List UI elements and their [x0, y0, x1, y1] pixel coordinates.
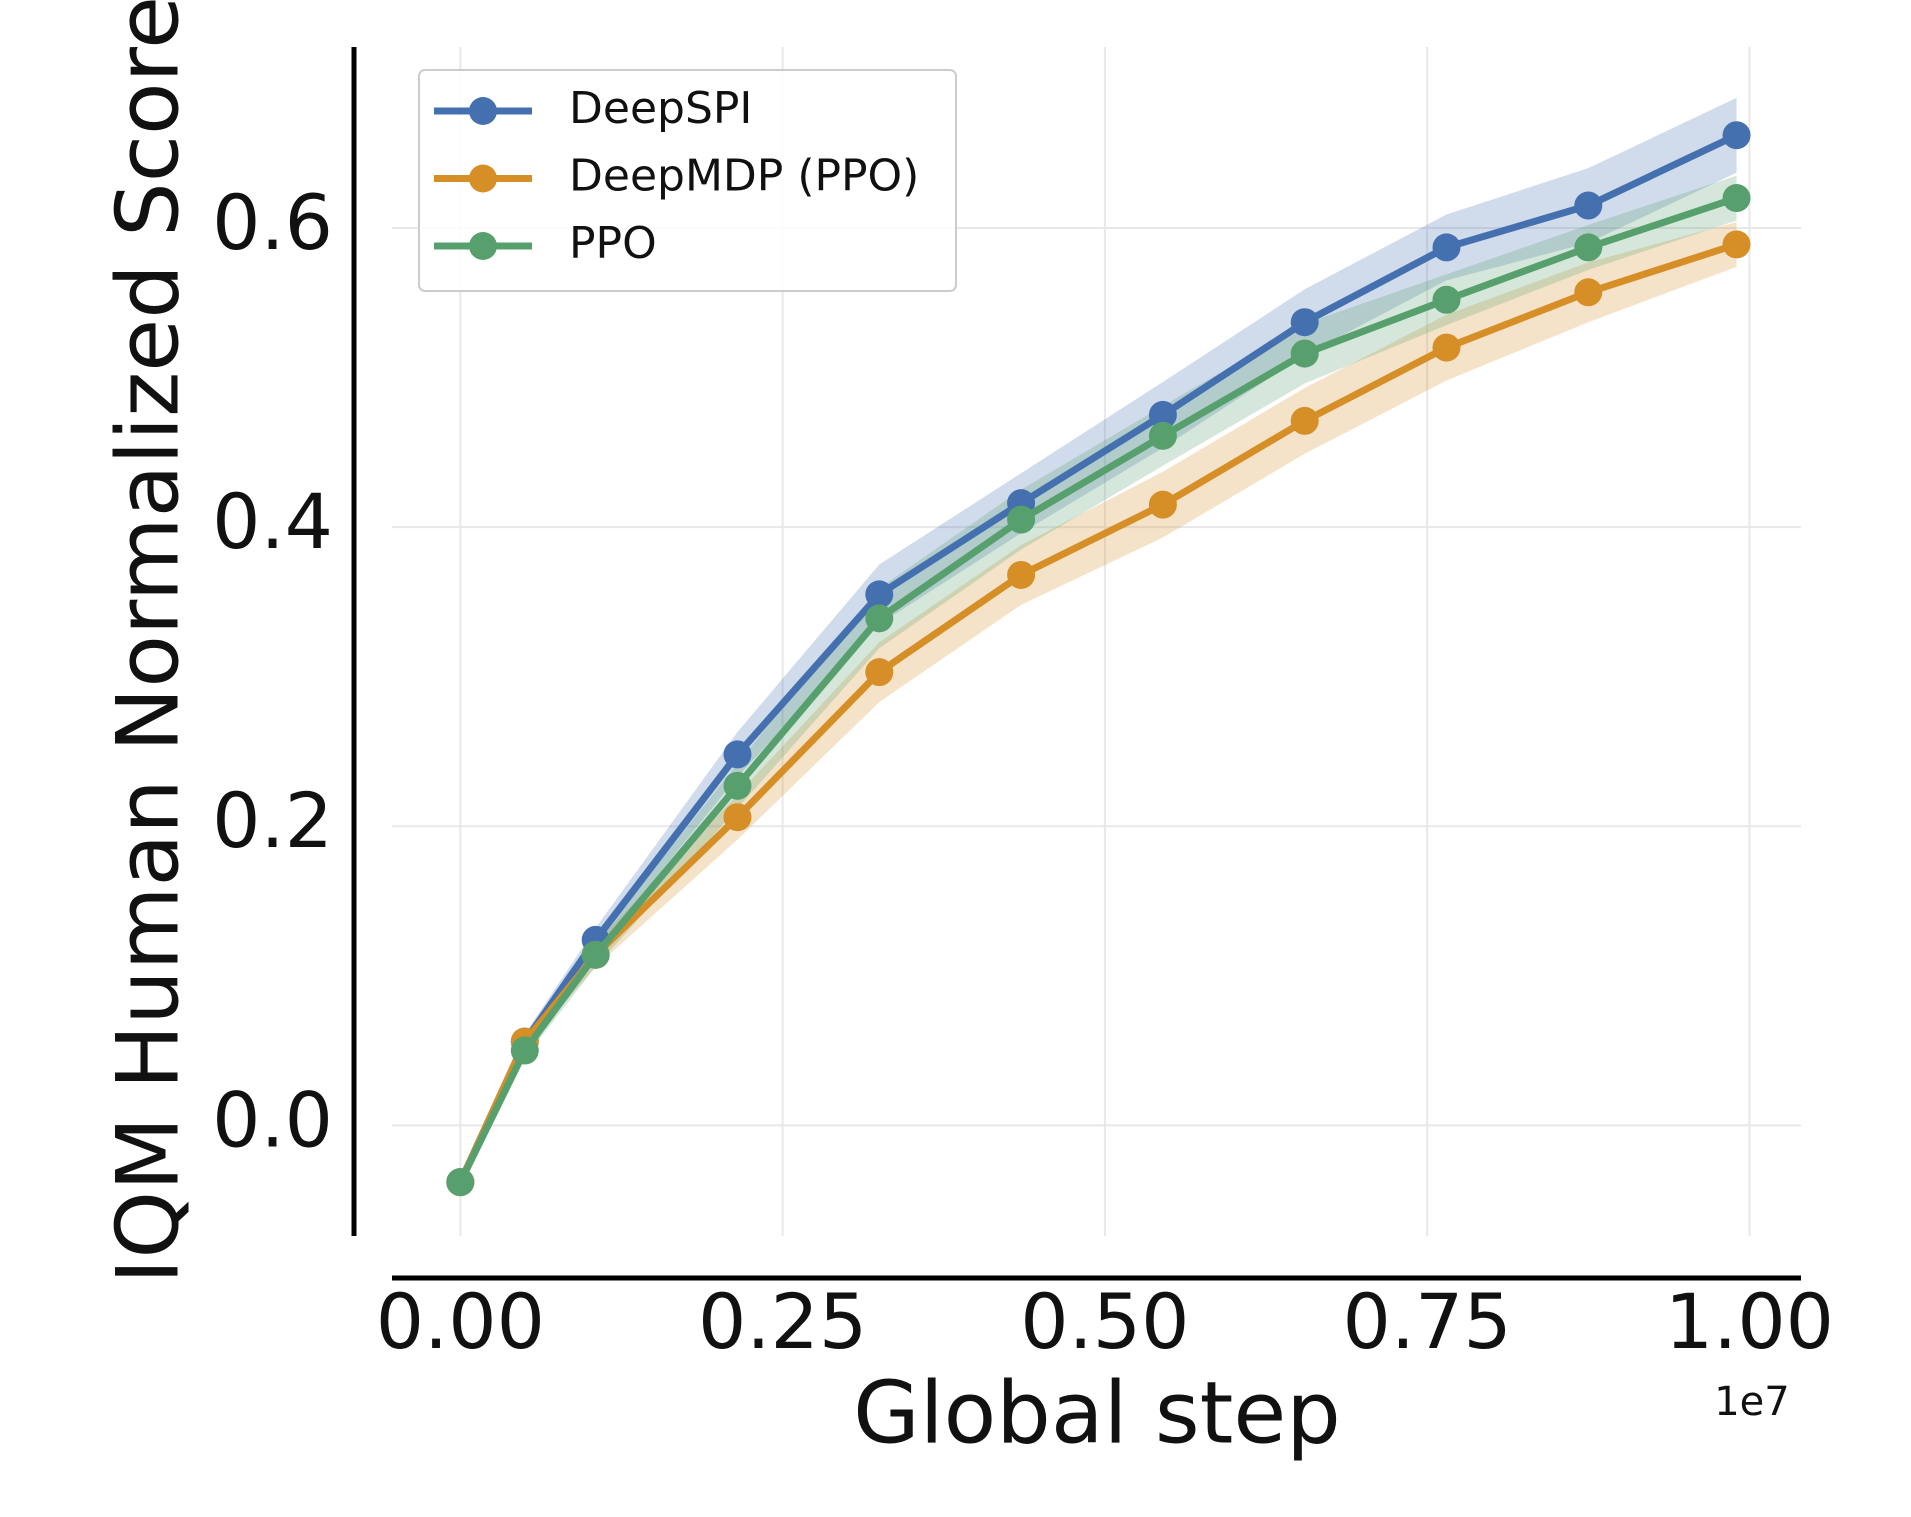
x-tick-label: 0.50	[1020, 1277, 1189, 1366]
x-axis-label: Global step	[853, 1363, 1341, 1463]
series-line	[457, 194, 1738, 1184]
data-point	[1574, 278, 1603, 307]
data-point	[1290, 308, 1319, 337]
data-point	[1148, 490, 1177, 519]
y-axis-label: IQM Human Normalized Score	[98, 0, 198, 1284]
legend-marker	[469, 232, 497, 260]
legend-marker	[469, 97, 497, 125]
data-point	[1432, 333, 1461, 362]
legend-box	[418, 69, 957, 292]
data-point	[1432, 233, 1461, 262]
x-tick-label: 0.25	[698, 1277, 867, 1366]
series-line	[457, 241, 1738, 1184]
x-tick-label: 0.75	[1343, 1277, 1512, 1366]
data-point	[1007, 560, 1036, 589]
data-point	[1148, 421, 1177, 450]
data-point	[1722, 230, 1751, 259]
y-tick-label: 0.0	[212, 1075, 333, 1164]
data-point	[1290, 339, 1319, 368]
data-point	[1148, 400, 1177, 429]
data-point	[1722, 121, 1751, 150]
x-tick-label: 0.00	[376, 1277, 545, 1366]
data-point	[1007, 505, 1036, 534]
data-point	[865, 658, 894, 687]
data-point	[1574, 191, 1603, 220]
confidence-band	[460, 221, 1737, 1183]
y-tick-label: 0.4	[212, 477, 333, 566]
data-point	[1722, 184, 1751, 213]
y-tick-label: 0.6	[212, 178, 333, 267]
data-point	[723, 740, 752, 769]
legend-label: PPO	[569, 218, 657, 269]
data-point	[723, 803, 752, 832]
data-point	[1290, 406, 1319, 435]
data-point	[1432, 285, 1461, 314]
legend-marker	[469, 164, 497, 193]
x-offset-label: 1e7	[1714, 1379, 1790, 1425]
confidence-band	[460, 97, 1737, 1183]
data-point	[1574, 233, 1603, 262]
data-point	[581, 940, 610, 969]
x-tick-label: 1.00	[1665, 1277, 1834, 1366]
data-point	[510, 1036, 539, 1065]
legend-label: DeepSPI	[569, 83, 752, 134]
data-point	[865, 604, 894, 633]
y-tick-label: 0.2	[212, 776, 333, 865]
data-point	[865, 580, 894, 609]
legend-label: DeepMDP (PPO)	[569, 151, 919, 202]
data-point	[723, 771, 752, 800]
data-point	[446, 1168, 475, 1197]
